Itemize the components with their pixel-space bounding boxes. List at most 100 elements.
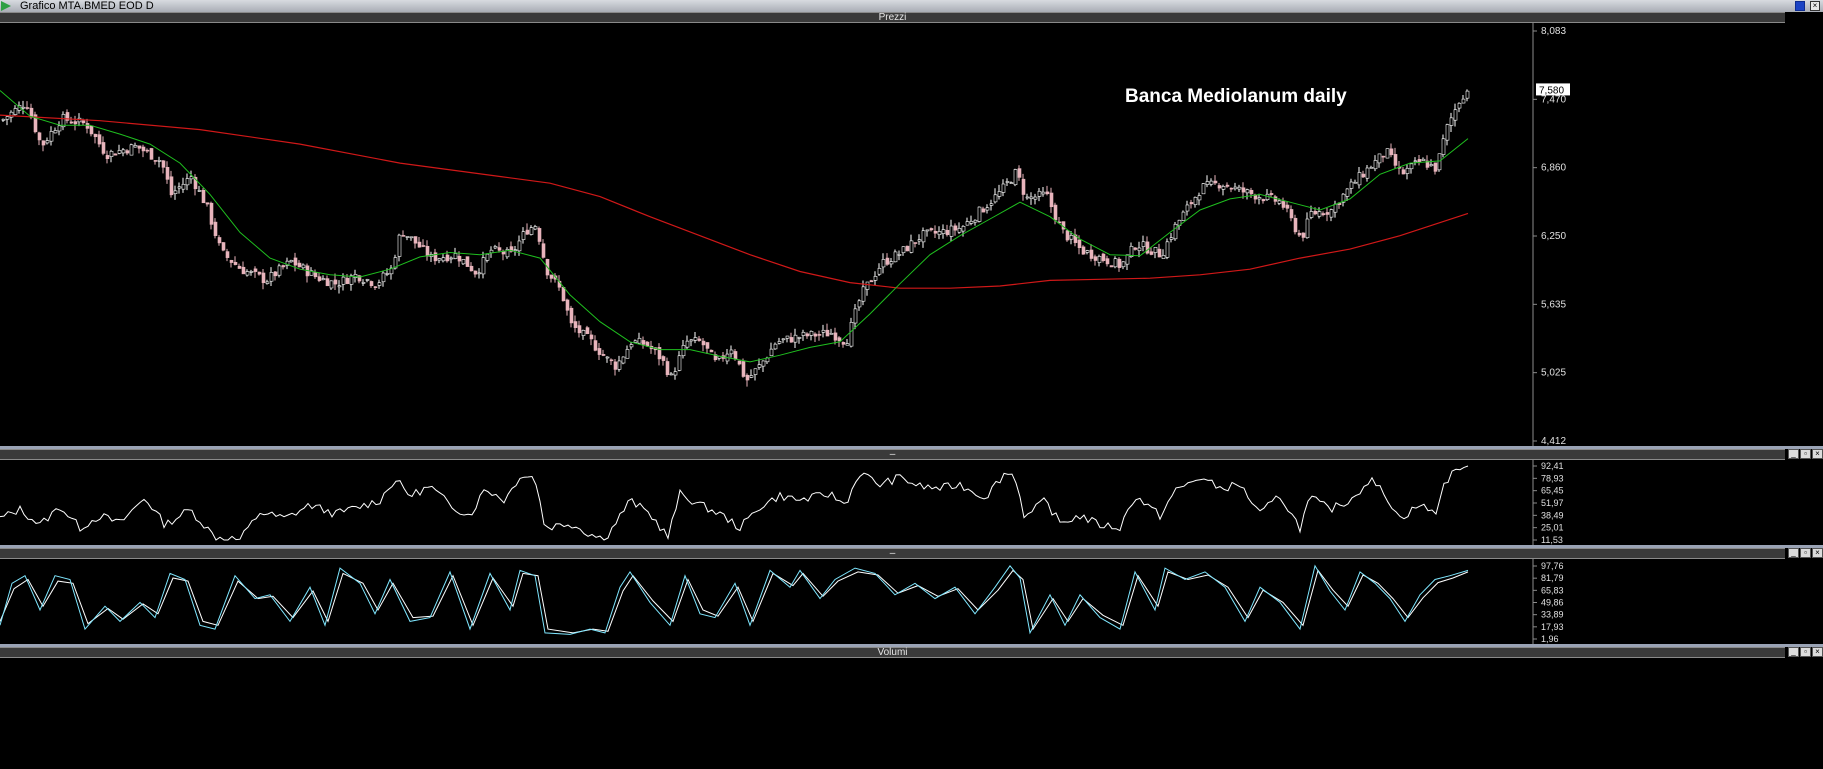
candle-body (105, 155, 110, 160)
panel-restore-icon[interactable]: ▫ (1800, 449, 1811, 459)
panel-minimize-icon[interactable]: _ (1788, 548, 1799, 558)
candle-body (349, 275, 354, 285)
candle-body (925, 229, 930, 232)
candle-body (949, 225, 954, 237)
panel-close-icon[interactable]: × (1812, 548, 1823, 558)
panel-minimize-icon[interactable]: _ (1788, 647, 1799, 657)
candle-body (177, 186, 182, 189)
stochastic-k-line (0, 564, 1469, 635)
candle-body (161, 160, 166, 168)
volume-panel-controls: _ ▫ × (1787, 647, 1823, 658)
candle-body (413, 236, 418, 244)
candle-body (1185, 204, 1190, 212)
stochastic-chart[interactable]: 97,76 81,79 65,83 49,86 33,89 17,93 1,96 (0, 559, 1823, 645)
oscillator-chart[interactable]: 92,41 78,93 65,45 51,97 38,49 25,01 11,53 (0, 460, 1823, 546)
candle-body (809, 330, 814, 336)
candle-body (1345, 188, 1350, 197)
candle-body (665, 361, 670, 376)
candle-body (1213, 180, 1218, 184)
candle-body (1209, 180, 1214, 185)
candle-body (1329, 209, 1334, 218)
stochastic-d-line (0, 569, 1469, 634)
candle-body (117, 150, 122, 154)
volume-chart[interactable] (0, 658, 1823, 769)
candle-body (309, 270, 314, 276)
candle-body (1233, 186, 1238, 190)
candle-body (897, 254, 902, 256)
candle-body (1269, 193, 1274, 195)
candle-body (1445, 124, 1450, 141)
candle-body (821, 329, 826, 333)
candle-body (1417, 159, 1422, 163)
panel-minimize-icon[interactable]: _ (1788, 449, 1799, 459)
candle-body (1353, 181, 1358, 184)
last-price-label: 7,580 (1539, 85, 1564, 96)
volume-panel-title: Volumi (877, 647, 908, 658)
candle-body (737, 360, 742, 365)
panel-divider[interactable] (0, 446, 1823, 449)
panel-divider[interactable] (0, 644, 1823, 647)
minimize-icon[interactable] (1794, 1, 1805, 11)
candle-body (1153, 247, 1158, 253)
candle-body (629, 344, 634, 348)
candle-body (33, 114, 38, 133)
oscillator-tick-label: 11,53 (1541, 535, 1563, 545)
candle-body (933, 230, 938, 234)
price-chart[interactable]: 8,083 7,470 6,860 6,250 5,635 5,025 4,412 7,580… (0, 23, 1823, 446)
candle-body (757, 364, 762, 368)
candle-body (997, 191, 1002, 197)
candle-body (841, 342, 846, 345)
candle-body (1361, 173, 1366, 178)
price-tick-label: 8,083 (1541, 26, 1566, 37)
candle-body (1249, 189, 1254, 195)
candle-body (133, 145, 138, 148)
candle-body (81, 120, 86, 124)
candle-body (1453, 109, 1458, 121)
candle-body (1225, 184, 1230, 187)
candle-body (689, 339, 694, 342)
panel-close-icon[interactable]: × (1812, 449, 1823, 459)
panel-restore-icon[interactable]: ▫ (1800, 548, 1811, 558)
candle-body (193, 176, 198, 190)
candle-body (225, 251, 230, 258)
candle-body (917, 239, 922, 242)
candle-body (701, 340, 706, 346)
candle-body (1, 118, 6, 121)
candle-body (585, 327, 590, 334)
candle-body (617, 360, 622, 370)
candle-body (685, 340, 690, 348)
candle-body (565, 299, 570, 311)
candle-body (537, 228, 542, 242)
volume-panel-header: Volumi (0, 647, 1785, 658)
candle-body (265, 281, 270, 284)
candle-body (693, 337, 698, 341)
candles (1, 89, 1470, 387)
panel-close-icon[interactable]: × (1812, 647, 1823, 657)
candle-body (753, 368, 758, 375)
candle-body (957, 228, 962, 233)
candle-body (1357, 172, 1362, 186)
candle-body (989, 203, 994, 206)
panel-divider[interactable] (0, 545, 1823, 548)
candle-body (157, 160, 162, 162)
candle-body (529, 227, 534, 235)
candle-body (1117, 258, 1122, 268)
candle-body (1309, 211, 1314, 218)
candle-body (1393, 154, 1398, 166)
panel-restore-icon[interactable]: ▫ (1800, 647, 1811, 657)
candle-body (13, 108, 18, 115)
candle-body (417, 241, 422, 248)
candle-body (253, 268, 258, 272)
stochastic-tick-label: 17,93 (1541, 622, 1564, 632)
candle-body (541, 243, 546, 258)
candle-body (977, 206, 982, 222)
close-icon[interactable]: × (1810, 1, 1820, 11)
candle-body (741, 361, 746, 377)
long-moving-average-line (0, 114, 1469, 289)
candle-body (381, 272, 386, 283)
price-tick-label: 6,250 (1541, 231, 1566, 242)
candle-body (513, 249, 518, 252)
last-price-box (1536, 83, 1570, 96)
candle-body (625, 349, 630, 359)
candle-body (437, 258, 442, 261)
